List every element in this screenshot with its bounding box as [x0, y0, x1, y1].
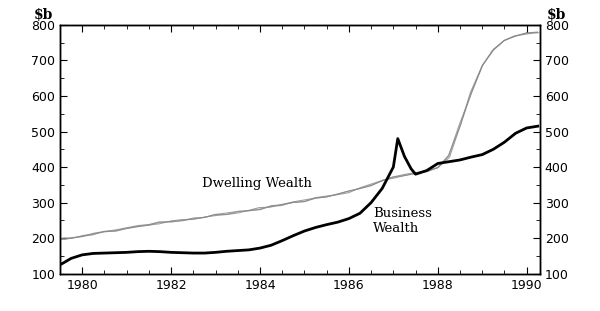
- Text: Dwelling Wealth: Dwelling Wealth: [202, 177, 312, 190]
- Text: $b: $b: [547, 8, 566, 22]
- Text: Business
Wealth: Business Wealth: [373, 207, 432, 235]
- Text: $b: $b: [34, 8, 53, 22]
